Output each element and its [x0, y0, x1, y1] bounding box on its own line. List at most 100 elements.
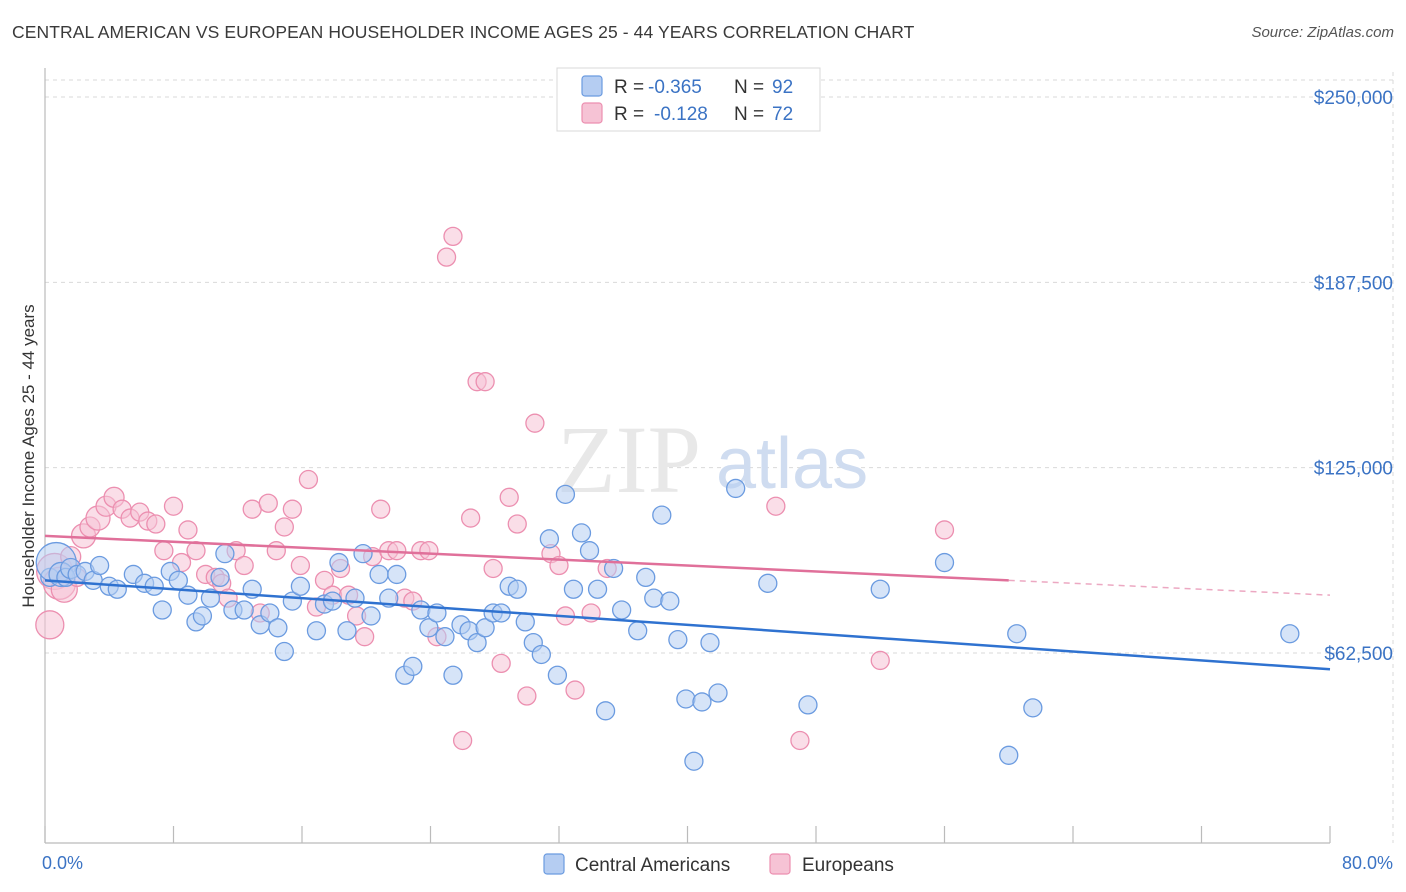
central-american-point-31	[290, 576, 311, 596]
legend-n-label-2: N =	[734, 104, 764, 125]
central-american-point-21	[210, 567, 230, 588]
central-american-point-81	[708, 683, 728, 703]
watermark: ZIP atlas	[557, 406, 868, 513]
european-point-53	[452, 730, 473, 751]
central-american-point-65	[571, 523, 592, 543]
central-american-point-71	[628, 621, 648, 641]
central-american-point-80	[700, 632, 720, 653]
european-point-69	[766, 496, 786, 516]
european-point-57	[483, 558, 503, 579]
european-point-49	[419, 541, 439, 561]
european-point-27	[242, 499, 262, 519]
central-american-point-46	[419, 618, 439, 638]
european-point-29	[258, 493, 278, 513]
european-point-72	[934, 520, 955, 540]
european-point-56	[475, 372, 495, 392]
european-point-15	[146, 514, 166, 534]
central-american-point-37	[345, 588, 365, 608]
central-american-point-79	[692, 692, 712, 712]
european-point-60	[507, 514, 527, 534]
central-american-point-39	[361, 606, 381, 626]
central-american-point-84	[798, 695, 818, 715]
european-point-33	[290, 555, 311, 576]
central-american-point-69	[603, 558, 624, 579]
european-point-58	[491, 653, 511, 674]
trend-line-europeans	[44, 534, 1009, 582]
central-american-point-67	[587, 579, 608, 599]
y-tick-label-3: $250,000	[1314, 88, 1393, 109]
european-point-66	[565, 680, 585, 700]
central-american-point-85	[870, 579, 890, 599]
legend-swatch-central-americans	[581, 75, 603, 97]
central-american-point-49	[443, 665, 463, 685]
european-point-26	[234, 555, 254, 576]
central-american-point-60	[531, 644, 551, 665]
y-tick-labels: $62,500 $125,000 $187,500 $250,000	[1314, 88, 1393, 665]
central-american-point-88	[999, 745, 1019, 765]
central-american-point-44	[403, 656, 423, 676]
european-point-62	[525, 413, 545, 433]
central-american-point-40	[369, 564, 389, 585]
european-point-30	[266, 541, 286, 561]
central-american-point-63	[555, 484, 576, 505]
central-american-point-64	[563, 579, 584, 599]
central-american-point-78	[684, 751, 704, 771]
trend-lines	[44, 534, 1331, 671]
trend-line-europeans-dashed	[1008, 579, 1331, 596]
central-american-point-86	[934, 552, 955, 573]
central-american-point-29	[274, 641, 294, 662]
european-point-0	[35, 610, 65, 640]
european-point-54	[461, 508, 481, 528]
series-central-americans	[35, 478, 1300, 771]
axes	[44, 68, 1331, 844]
central-american-point-68	[595, 701, 616, 721]
legend-swatch-europeans	[581, 102, 603, 124]
central-american-point-42	[387, 564, 407, 585]
correlation-legend: R = -0.365 N = 92 R = -0.128 N = 72	[556, 67, 821, 132]
central-american-point-58	[515, 612, 535, 632]
european-point-36	[314, 570, 335, 590]
central-american-point-14	[152, 600, 172, 620]
central-american-point-52	[467, 632, 487, 653]
central-american-point-82	[726, 478, 746, 499]
central-american-point-45	[411, 600, 431, 620]
central-american-point-35	[329, 552, 349, 573]
central-american-point-83	[758, 573, 778, 593]
source-label: Source: ZipAtlas.com	[1251, 24, 1394, 41]
central-american-point-48	[435, 627, 455, 647]
central-american-point-19	[192, 606, 213, 626]
chart-title: CENTRAL AMERICAN VS EUROPEAN HOUSEHOLDER…	[12, 22, 915, 42]
series-legend: Central Americans Europeans	[543, 853, 894, 876]
central-american-point-77	[676, 689, 696, 709]
y-tick-label-1: $125,000	[1314, 459, 1393, 480]
bottom-legend-swatch-central-americans	[543, 853, 565, 875]
central-american-point-90	[1280, 624, 1300, 644]
european-point-32	[282, 499, 303, 519]
european-point-20	[186, 541, 206, 561]
central-american-point-87	[1007, 624, 1027, 644]
legend-n-value-1: 92	[772, 77, 793, 98]
central-american-point-74	[652, 505, 672, 525]
central-american-point-75	[660, 591, 680, 611]
legend-n-value-2: 72	[772, 104, 793, 125]
central-american-point-72	[636, 567, 656, 588]
european-point-70	[790, 730, 810, 751]
european-point-41	[354, 627, 375, 647]
y-axis-label: Householder Income Ages 25 - 44 years	[19, 304, 38, 607]
legend-r-value-2: -0.128	[654, 104, 708, 125]
bottom-legend-swatch-europeans	[769, 853, 791, 875]
watermark-zip: ZIP	[557, 406, 701, 513]
x-tick-label-max: 80.0%	[1342, 853, 1393, 873]
european-point-59	[499, 487, 519, 507]
european-point-34	[298, 469, 319, 490]
central-american-point-36	[337, 621, 357, 641]
central-american-point-89	[1023, 698, 1043, 718]
bottom-legend-label-europeans: Europeans	[802, 855, 894, 876]
central-american-point-24	[234, 600, 254, 620]
central-american-point-27	[260, 603, 280, 623]
central-american-point-28	[268, 618, 288, 638]
bottom-legend-label-central-americans: Central Americans	[575, 855, 730, 876]
european-point-16	[154, 541, 174, 561]
y-tick-label-0: $62,500	[1324, 644, 1393, 665]
